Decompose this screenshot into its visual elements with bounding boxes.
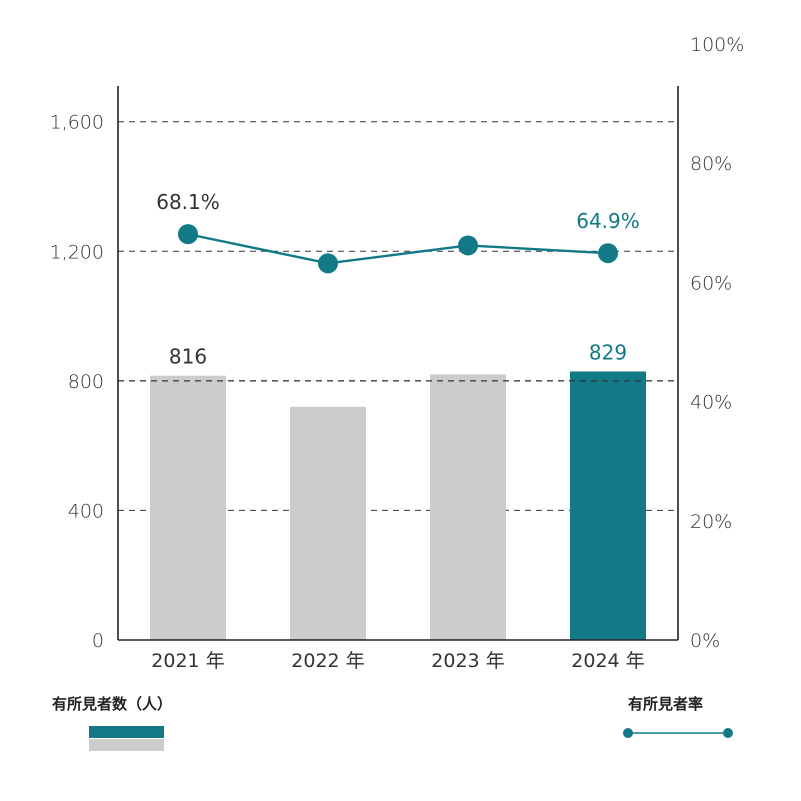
legend-bar-swatch-gray	[89, 739, 164, 751]
bar	[290, 406, 366, 640]
rate-line	[187, 232, 609, 265]
rate-point	[178, 224, 198, 245]
rate-point	[458, 235, 478, 256]
rate-point	[598, 243, 618, 264]
x-category-label: 2021 年	[151, 650, 224, 672]
y-left-tick-label: 400	[68, 500, 104, 522]
legend-line-marker-right	[723, 728, 733, 738]
y-right-tick-label: 60%	[690, 272, 732, 294]
y-left-tick-label: 0	[92, 630, 104, 652]
rate-point	[318, 253, 338, 274]
rate-value-label: 64.9%	[576, 209, 640, 233]
rate-value-label: 68.1%	[156, 190, 220, 214]
x-category-label: 2024 年	[571, 650, 644, 672]
x-category-label: 2022 年	[291, 650, 364, 672]
y-left-tick-label: 1,200	[50, 241, 104, 263]
bar-value-label: 829	[589, 340, 627, 364]
legend-line-marker-left	[623, 728, 633, 738]
bar	[150, 375, 226, 640]
bar	[570, 371, 646, 640]
x-category-label: 2023 年	[431, 650, 504, 672]
legend-line-title: 有所見者率	[628, 695, 704, 713]
bar	[430, 374, 506, 640]
y-left-tick-label: 800	[68, 371, 104, 393]
y-left-tick-label: 1,600	[50, 112, 104, 134]
bar-value-label: 816	[169, 345, 207, 369]
y-right-tick-label: 100%	[690, 34, 744, 56]
legend-bar-title: 有所見者数（人）	[52, 695, 173, 713]
y-right-tick-label: 20%	[690, 511, 732, 533]
y-right-tick-label: 0%	[690, 630, 720, 652]
y-right-tick-label: 80%	[690, 153, 732, 175]
legend-bar-swatch-highlight	[89, 726, 164, 738]
y-right-tick-label: 40%	[690, 392, 732, 414]
